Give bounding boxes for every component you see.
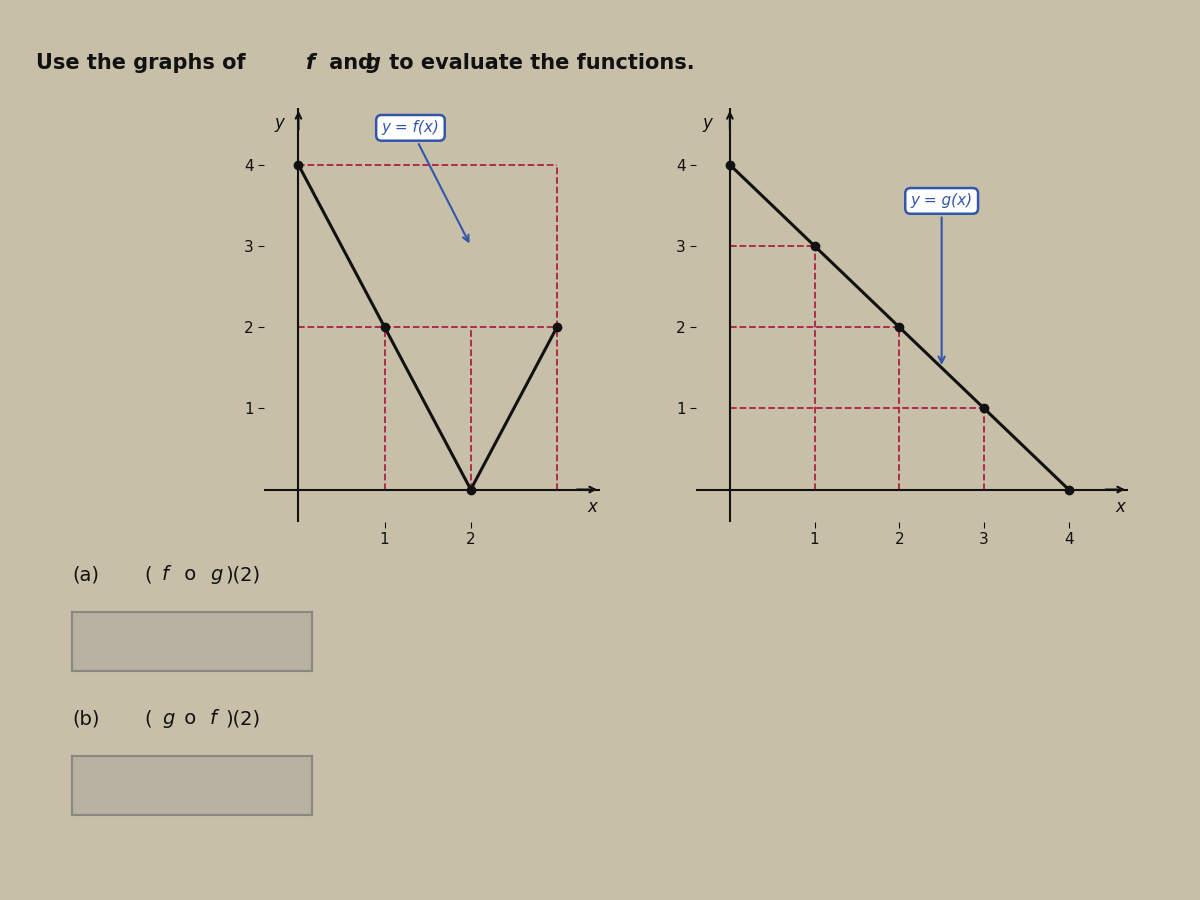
Text: o: o [178, 709, 202, 728]
Text: to evaluate the functions.: to evaluate the functions. [382, 53, 695, 73]
Text: g: g [162, 709, 174, 728]
Text: y: y [703, 114, 713, 132]
Text: (: ( [144, 565, 151, 584]
Text: )(2): )(2) [226, 565, 260, 584]
Text: (: ( [144, 709, 151, 728]
Text: g: g [366, 53, 382, 73]
Text: f: f [210, 709, 217, 728]
Text: (b): (b) [72, 709, 100, 728]
Text: x: x [587, 499, 596, 517]
Text: f: f [162, 565, 169, 584]
Text: y = f(x): y = f(x) [382, 121, 468, 241]
Text: y: y [275, 114, 284, 132]
Text: o: o [178, 565, 202, 584]
Text: g: g [210, 565, 222, 584]
Text: y = g(x): y = g(x) [911, 194, 973, 363]
Text: Use the graphs of: Use the graphs of [36, 53, 253, 73]
Text: and: and [322, 53, 380, 73]
Text: (a): (a) [72, 565, 98, 584]
Text: f: f [306, 53, 316, 73]
Text: x: x [1115, 499, 1126, 517]
Text: )(2): )(2) [226, 709, 260, 728]
